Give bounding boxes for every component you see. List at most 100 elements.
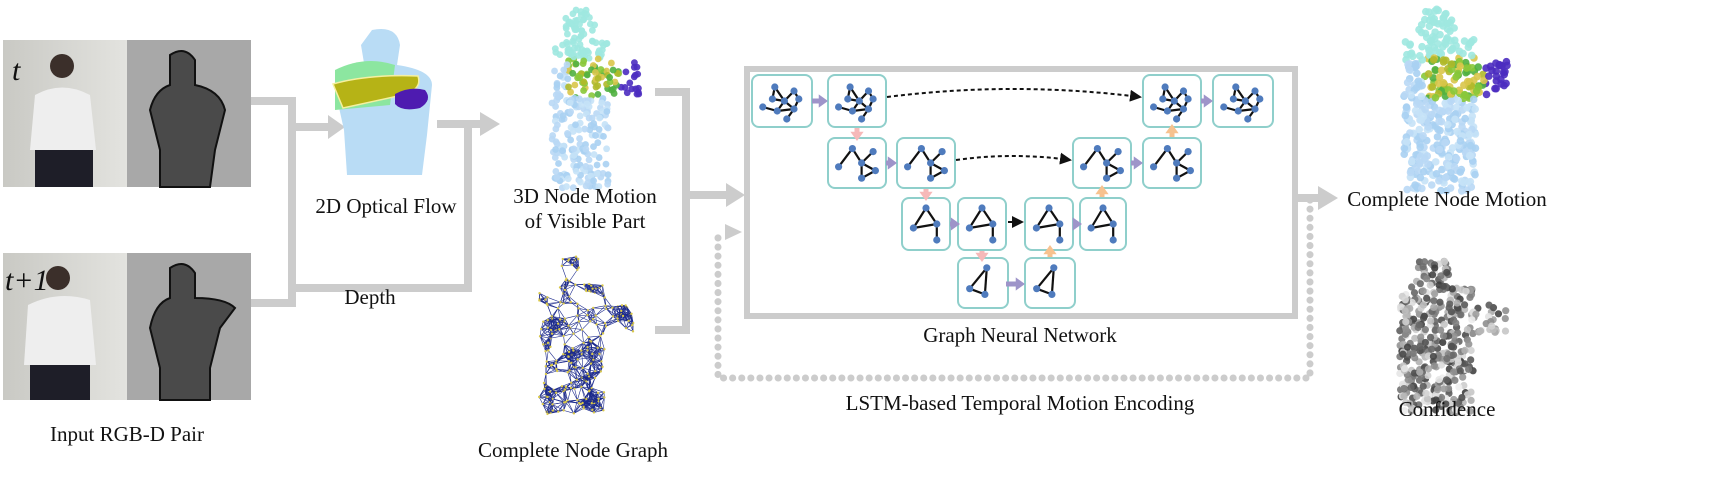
node-point: [1485, 72, 1493, 80]
mesh-node: [595, 314, 597, 316]
graph-node: [1088, 224, 1095, 231]
node-point: [1474, 63, 1482, 71]
node-point: [1446, 300, 1453, 307]
mesh-node: [600, 360, 602, 362]
node-point: [551, 68, 558, 75]
node-point: [573, 61, 580, 68]
node-point: [552, 45, 559, 52]
node-point: [1453, 128, 1461, 136]
node-point: [594, 170, 601, 177]
mesh-edge: [582, 330, 584, 343]
panel-frame: [1073, 138, 1131, 188]
mesh-node: [597, 398, 599, 400]
graph-node: [795, 95, 802, 102]
mesh-node: [571, 347, 573, 349]
node-point: [1421, 105, 1429, 113]
mesh-edge: [582, 354, 583, 368]
graph-node: [1099, 204, 1106, 211]
node-point: [1436, 107, 1444, 115]
node-point: [1427, 317, 1434, 324]
node-point: [1497, 80, 1505, 88]
node-point: [1430, 56, 1438, 64]
node-point: [1464, 326, 1471, 333]
node-point: [557, 73, 564, 80]
graph-node: [858, 175, 865, 182]
node-point: [1457, 311, 1464, 318]
node-point: [1402, 296, 1409, 303]
panel-frame: [828, 138, 886, 188]
node-point: [1421, 155, 1429, 163]
mesh-node: [542, 403, 544, 405]
mesh-node: [632, 330, 634, 332]
mesh-node: [564, 317, 566, 319]
graph-node: [1185, 148, 1192, 155]
node-point: [1463, 64, 1471, 72]
node-point: [1440, 283, 1447, 290]
node-point: [1459, 374, 1466, 381]
mesh-node: [555, 368, 557, 370]
node-point: [1453, 155, 1461, 163]
graph-node: [983, 264, 990, 271]
mesh-node: [549, 390, 551, 392]
node-point: [606, 74, 613, 81]
node-point: [1418, 93, 1426, 101]
visible-node-motion-cloud: [549, 7, 643, 191]
graph-node: [933, 220, 940, 227]
arrow-to-node-motion: [480, 112, 500, 136]
node-point: [1417, 280, 1424, 287]
mesh-node: [583, 407, 585, 409]
mesh-node: [542, 320, 544, 322]
graph-node: [939, 148, 946, 155]
node-point: [1451, 163, 1459, 171]
node-point: [1448, 60, 1456, 68]
node-point: [1401, 112, 1409, 120]
node-point: [1410, 350, 1417, 357]
node-point: [1416, 369, 1423, 376]
node-point: [1443, 269, 1450, 276]
node-point: [1452, 73, 1460, 81]
graph-node: [1159, 95, 1166, 102]
node-point: [1442, 174, 1450, 182]
mesh-node: [545, 373, 547, 375]
graph-panel: [897, 138, 955, 188]
graph-node: [941, 167, 948, 174]
node-point: [1461, 37, 1469, 45]
graph-node: [835, 103, 842, 110]
mesh-node: [567, 371, 569, 373]
node-point: [1420, 383, 1427, 390]
graph-node: [978, 204, 985, 211]
graph-node: [1235, 107, 1242, 114]
node-point: [1466, 131, 1474, 139]
node-point: [595, 75, 602, 82]
node-point: [1461, 115, 1469, 123]
node-point: [584, 101, 591, 108]
graph-node: [966, 224, 973, 231]
node-point: [565, 84, 572, 91]
mesh-node: [552, 409, 554, 411]
mesh-node: [622, 315, 624, 317]
node-point: [1428, 346, 1435, 353]
mesh-node: [604, 296, 606, 298]
complete-motion-label: Complete Node Motion: [1347, 187, 1547, 211]
graph-panel: [958, 258, 1008, 308]
node-point: [1419, 113, 1427, 121]
node-point: [586, 115, 593, 122]
confidence-label: Confidence: [1399, 397, 1496, 421]
node-point: [1483, 91, 1491, 99]
mesh-node: [562, 258, 564, 260]
node-point: [572, 17, 579, 24]
node-point: [1454, 97, 1462, 105]
node-point: [623, 68, 630, 75]
mesh-edge: [596, 315, 605, 323]
node-motion-label-line1: 3D Node Motion: [513, 184, 657, 208]
node-point: [1447, 47, 1455, 55]
node-point: [1459, 50, 1467, 58]
node-point: [1412, 164, 1420, 172]
node-point: [576, 135, 583, 142]
graph-panel: [1143, 75, 1201, 127]
panel-frame: [897, 138, 955, 188]
mesh-edge: [591, 342, 597, 348]
node-point: [569, 70, 576, 77]
mesh-node: [561, 265, 563, 267]
graph-node: [870, 95, 877, 102]
